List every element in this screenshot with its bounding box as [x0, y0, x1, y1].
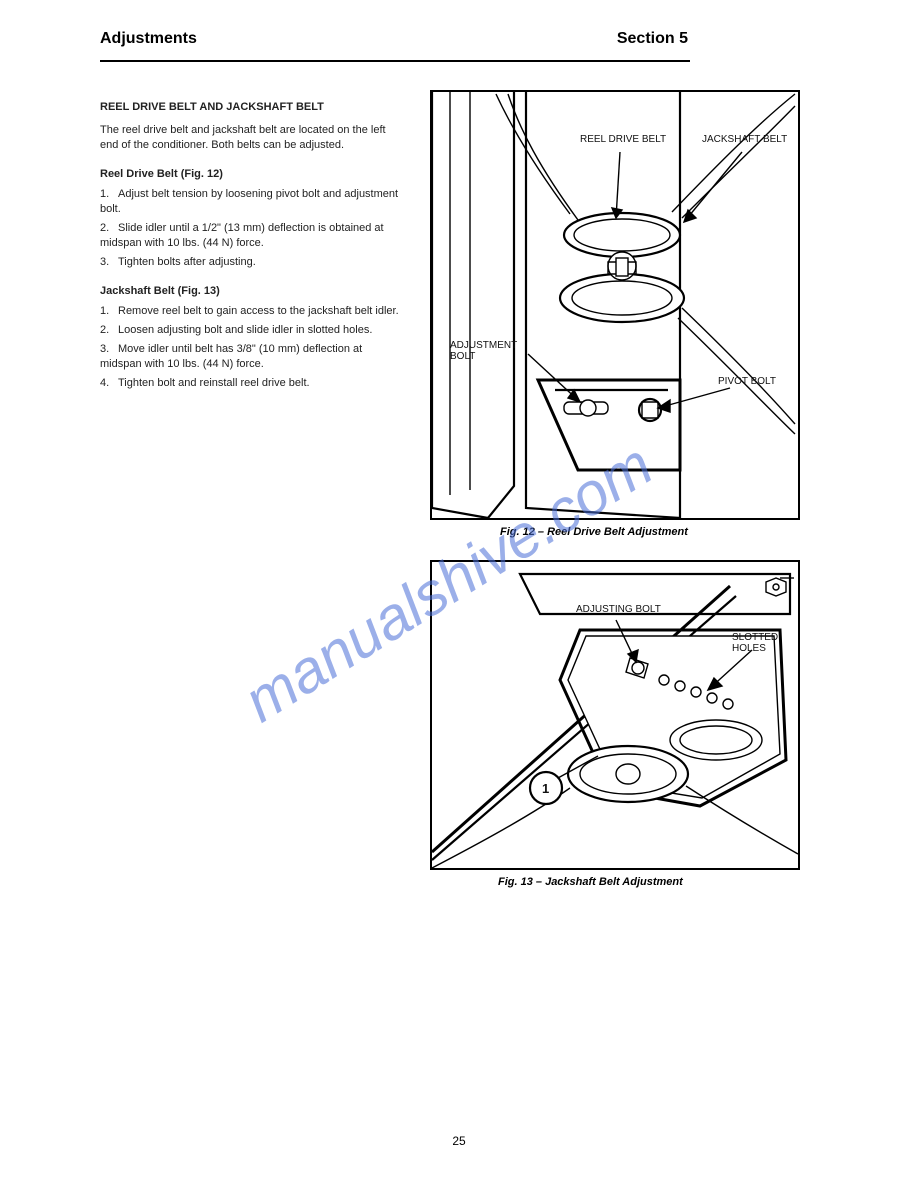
page-root: Adjustments Section 5 REEL DRIVE BELT AN… — [0, 0, 918, 1188]
step-b4: 4.Tighten bolt and reinstall reel drive … — [100, 376, 400, 391]
figure-12: REEL DRIVE BELT JACKSHAFT BELT ADJUSTMEN… — [430, 90, 800, 520]
fig13-caption: Fig. 13 – Jackshaft Belt Adjustment — [498, 876, 683, 888]
heading-right: Section 5 — [617, 30, 688, 48]
page-number: 25 — [452, 1134, 465, 1148]
step-b3: 3.Move idler until belt has 3/8" (10 mm)… — [100, 342, 400, 372]
step-a3: 3.Tighten bolts after adjusting. — [100, 255, 400, 270]
fig13-label-lower-left: 1 — [542, 781, 549, 796]
fig12-label-mid-right: PIVOT BOLT — [718, 376, 776, 387]
fig13-label-upper-right: SLOTTED HOLES — [732, 632, 800, 654]
fig12-label-top-left: REEL DRIVE BELT — [580, 134, 666, 145]
heading-left: Adjustments — [100, 30, 197, 48]
header-rule — [100, 60, 690, 62]
step-a1: 1.Adjust belt tension by loosening pivot… — [100, 187, 400, 217]
step-b2: 2.Loosen adjusting bolt and slide idler … — [100, 323, 400, 338]
fig13-label-upper-left: ADJUSTING BOLT — [576, 604, 661, 615]
step-a2: 2.Slide idler until a 1/2" (13 mm) defle… — [100, 221, 400, 251]
subhead-a: Reel Drive Belt (Fig. 12) — [100, 167, 400, 182]
left-title: REEL DRIVE BELT AND JACKSHAFT BELT — [100, 100, 400, 115]
figure-12-svg — [430, 90, 800, 520]
subhead-b: Jackshaft Belt (Fig. 13) — [100, 284, 400, 299]
step-b1: 1.Remove reel belt to gain access to the… — [100, 304, 400, 319]
fig12-caption: Fig. 12 – Reel Drive Belt Adjustment — [500, 526, 688, 538]
left-column: REEL DRIVE BELT AND JACKSHAFT BELT The r… — [100, 100, 400, 391]
figure-13: ADJUSTING BOLT SLOTTED HOLES 1 — [430, 560, 800, 870]
left-para1: The reel drive belt and jackshaft belt a… — [100, 123, 400, 153]
fig12-label-mid-left: ADJUSTMENT BOLT — [450, 340, 540, 362]
fig12-label-top-right: JACKSHAFT BELT — [702, 134, 787, 145]
